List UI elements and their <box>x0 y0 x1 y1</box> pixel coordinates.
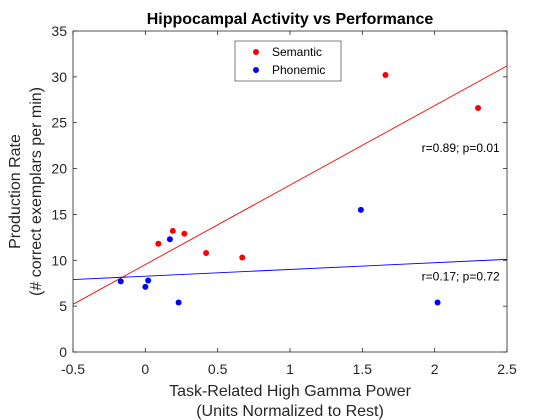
x-tick-label: 0 <box>141 361 149 377</box>
semantic-point <box>181 230 188 237</box>
phonemic-point <box>142 283 149 290</box>
y-tick-label: 25 <box>51 115 67 131</box>
legend-marker-semantic <box>253 49 259 55</box>
y-tick-label: 0 <box>59 344 67 360</box>
x-tick-label: 0.5 <box>208 361 228 377</box>
semantic-point <box>239 254 246 261</box>
phonemic-point <box>166 236 173 243</box>
y-tick-label: 5 <box>59 298 67 314</box>
x-tick-label: 2 <box>431 361 439 377</box>
x-axis-label: Task-Related High Gamma Power <box>169 383 412 400</box>
x-tick-label: 2.5 <box>497 361 517 377</box>
x-tick-label: 1.5 <box>353 361 373 377</box>
phonemic-point <box>145 277 152 284</box>
x-axis-sublabel: (Units Normalized to Rest) <box>196 403 384 420</box>
phonemic-point <box>175 299 182 306</box>
y-axis-sublabel: (# correct exemplars per min) <box>28 87 45 296</box>
legend-label-phonemic: Phonemic <box>272 63 325 77</box>
x-tick-label: -0.5 <box>61 361 85 377</box>
legend-box <box>234 40 342 82</box>
y-tick-label: 15 <box>51 206 67 222</box>
phonemic-point <box>357 206 364 213</box>
phonemic-point <box>117 278 124 285</box>
y-tick-label: 10 <box>51 252 67 268</box>
phonemic-fit-line <box>72 258 508 280</box>
chart-title: Hippocampal Activity vs Performance <box>147 11 434 28</box>
semantic-correlation-label: r=0.89; p=0.01 <box>422 141 500 155</box>
legend-label-semantic: Semantic <box>272 45 322 59</box>
y-tick-label: 30 <box>51 69 67 85</box>
x-tick-label: 1 <box>286 361 294 377</box>
semantic-point <box>475 105 482 112</box>
semantic-point <box>155 240 162 247</box>
y-axis-label: Production Rate <box>7 134 24 249</box>
semantic-point <box>203 249 210 256</box>
phonemic-correlation-label: r=0.17; p=0.72 <box>422 269 500 283</box>
semantic-point <box>169 227 176 234</box>
semantic-point <box>382 72 389 79</box>
y-tick-label: 20 <box>51 161 67 177</box>
semantic-fit-line <box>72 65 508 305</box>
y-tick-label: 35 <box>51 23 67 39</box>
phonemic-point <box>434 299 441 306</box>
legend-marker-phonemic <box>253 67 259 73</box>
plot-area <box>72 30 508 353</box>
